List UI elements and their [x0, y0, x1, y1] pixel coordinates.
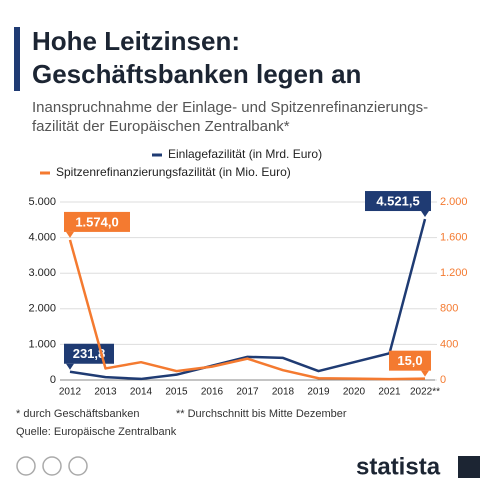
x-tick-label: 2022**	[410, 387, 440, 398]
value-label-pointer	[66, 363, 74, 370]
x-tick-label: 2013	[94, 387, 117, 398]
x-tick-label: 2015	[165, 387, 188, 398]
subtitle: Inanspruchnahme der Einlage- und Spitzen…	[32, 99, 428, 116]
y2-tick-label: 400	[440, 338, 458, 350]
y-tick-label: 2.000	[28, 303, 56, 315]
y2-tick-label: 2.000	[440, 196, 468, 208]
value-label-box	[64, 211, 130, 232]
value-label-pointer	[66, 231, 74, 238]
footnote: ** Durchschnitt bis Mitte Dezember	[176, 408, 347, 420]
value-label-pointer	[421, 211, 429, 218]
y-tick-label: 1.000	[28, 338, 56, 350]
value-label-box	[389, 350, 431, 371]
chart-title: Hohe Leitzinsen:	[32, 26, 240, 56]
legend-label: Spitzenrefinanzierungsfazilität (in Mio.…	[56, 165, 291, 179]
x-tick-label: 2017	[236, 387, 259, 398]
y-tick-label: 3.000	[28, 267, 56, 279]
x-tick-label: 2018	[272, 387, 295, 398]
y2-tick-label: 800	[440, 303, 458, 315]
x-tick-label: 2020	[343, 387, 366, 398]
y-tick-label: 4.000	[28, 232, 56, 244]
title-bar	[14, 27, 20, 91]
series-line	[68, 239, 426, 381]
x-tick-label: 2021	[378, 387, 401, 398]
brand-logo: statista	[356, 453, 441, 480]
value-label: 15,0	[397, 353, 422, 368]
y2-tick-label: 1.200	[440, 267, 468, 279]
x-tick-label: 2014	[130, 387, 153, 398]
x-tick-label: 2012	[59, 387, 82, 398]
x-tick-label: 2019	[307, 387, 330, 398]
legend-label: Einlagefazilität (in Mrd. Euro)	[168, 147, 322, 161]
series-line	[69, 218, 427, 381]
y2-tick-label: 0	[440, 374, 446, 386]
value-label: 4.521,5	[376, 193, 419, 208]
license-icons	[16, 456, 88, 476]
value-label: 1.574,0	[75, 214, 118, 229]
value-label-box	[64, 343, 114, 364]
subtitle: fazilität der Europäischen Zentralbank*	[32, 118, 290, 135]
footnote: * durch Geschäftsbanken	[16, 408, 140, 420]
x-tick-label: 2016	[201, 387, 224, 398]
chart-title: Geschäftsbanken legen an	[32, 59, 361, 89]
y-tick-label: 0	[50, 374, 56, 386]
y-tick-label: 5.000	[28, 196, 56, 208]
value-label: 231,8	[73, 346, 106, 361]
value-label-pointer	[421, 370, 429, 377]
value-label-box	[365, 191, 431, 212]
source: Quelle: Europäische Zentralbank	[16, 426, 177, 438]
y2-tick-label: 1.600	[440, 232, 468, 244]
brand-icon	[458, 456, 480, 478]
